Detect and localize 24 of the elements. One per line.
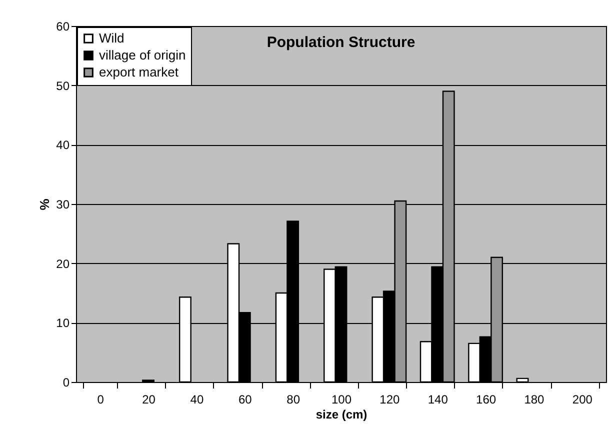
y-axis-title: %	[37, 198, 52, 210]
x-tick-label: 140	[428, 392, 448, 406]
x-tick-label: 160	[476, 392, 496, 406]
x-axis-title: size (cm)	[316, 408, 368, 422]
x-tick-label: 60	[238, 392, 252, 406]
y-tick-label: 50	[56, 78, 70, 93]
y-tick-label: 0	[62, 376, 70, 390]
y-tick-label: 60	[56, 20, 70, 34]
x-tick-label: 40	[190, 392, 204, 406]
x-tick-label: 100	[331, 392, 352, 406]
y-tick-label: 10	[56, 316, 70, 330]
legend-label: export market	[99, 64, 179, 80]
x-tick-label: 20	[142, 392, 156, 406]
x-tick-label: 0	[97, 392, 104, 406]
y-tick-label: 20	[56, 256, 70, 271]
text: Population Structure	[266, 34, 416, 51]
x-tick-label: 200	[572, 392, 593, 406]
legend-label: Wild	[99, 30, 124, 46]
legend-label: village of origin	[99, 48, 186, 62]
x-tick-label: 180	[524, 392, 545, 406]
y-tick-label: 40	[56, 138, 70, 152]
y-tick-label: 30	[56, 198, 70, 212]
x-tick-label: 80	[286, 392, 300, 406]
x-tick-label: 120	[380, 392, 400, 406]
